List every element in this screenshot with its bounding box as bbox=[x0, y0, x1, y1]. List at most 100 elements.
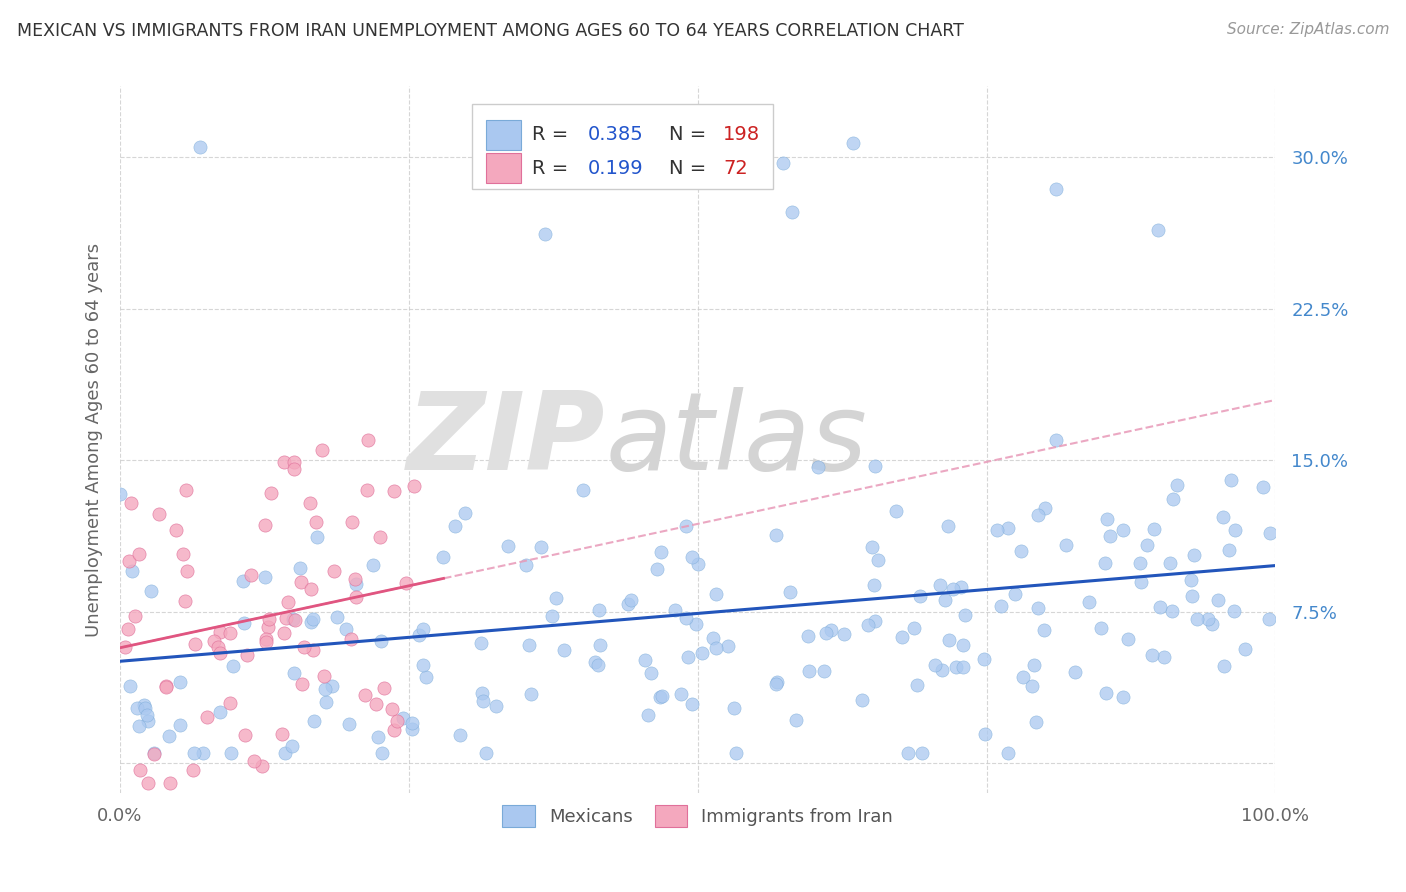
Point bbox=[645, 562, 668, 576]
Point bbox=[515, 558, 537, 572]
Point bbox=[675, 611, 697, 625]
Point bbox=[335, 623, 357, 637]
Point bbox=[344, 577, 367, 591]
Point bbox=[1146, 223, 1168, 237]
Point bbox=[395, 575, 418, 590]
Point bbox=[432, 550, 454, 565]
Point bbox=[686, 557, 709, 571]
Point bbox=[169, 718, 191, 732]
Point bbox=[392, 711, 415, 725]
Point bbox=[583, 655, 606, 669]
Point bbox=[1112, 690, 1135, 705]
Point bbox=[142, 747, 165, 761]
FancyBboxPatch shape bbox=[486, 120, 522, 150]
Point bbox=[298, 496, 321, 510]
Point bbox=[155, 680, 177, 694]
Point bbox=[651, 689, 673, 703]
Point bbox=[257, 611, 280, 625]
Point bbox=[1129, 575, 1152, 590]
Point bbox=[1112, 523, 1135, 537]
Point bbox=[299, 615, 322, 629]
Point bbox=[903, 621, 925, 635]
Point bbox=[402, 479, 425, 493]
Point bbox=[136, 776, 159, 790]
Point bbox=[1012, 670, 1035, 684]
Point bbox=[274, 746, 297, 760]
Point bbox=[807, 460, 830, 475]
Point bbox=[127, 701, 149, 715]
Point bbox=[945, 660, 967, 674]
Point bbox=[717, 640, 740, 654]
Point bbox=[108, 487, 131, 501]
Point bbox=[366, 698, 388, 712]
Point bbox=[772, 156, 794, 170]
Point bbox=[520, 687, 543, 701]
Point bbox=[184, 637, 207, 651]
Point bbox=[572, 483, 595, 498]
Text: 72: 72 bbox=[723, 159, 748, 178]
Text: 198: 198 bbox=[723, 125, 761, 144]
Text: 0.199: 0.199 bbox=[588, 159, 644, 178]
Point bbox=[243, 754, 266, 768]
Point bbox=[485, 698, 508, 713]
Point bbox=[165, 524, 187, 538]
Point bbox=[779, 584, 801, 599]
Point bbox=[120, 496, 142, 510]
Point bbox=[454, 506, 477, 520]
Point bbox=[290, 574, 312, 589]
Point bbox=[725, 746, 748, 760]
Point bbox=[254, 632, 277, 646]
Point bbox=[343, 572, 366, 586]
Point bbox=[307, 530, 329, 544]
Point bbox=[148, 508, 170, 522]
Point bbox=[136, 707, 159, 722]
FancyBboxPatch shape bbox=[472, 104, 773, 189]
Point bbox=[270, 727, 292, 741]
Point bbox=[354, 689, 377, 703]
Point bbox=[704, 587, 727, 601]
Point bbox=[905, 678, 928, 692]
Point bbox=[174, 483, 197, 498]
Point bbox=[155, 679, 177, 693]
Point bbox=[232, 574, 254, 589]
Point bbox=[1026, 508, 1049, 522]
Point bbox=[290, 560, 312, 574]
Point bbox=[797, 664, 820, 678]
Point bbox=[952, 638, 974, 652]
Point bbox=[321, 680, 343, 694]
Point bbox=[934, 593, 956, 607]
Point bbox=[1090, 621, 1112, 635]
Point bbox=[121, 564, 143, 578]
Point bbox=[897, 746, 920, 760]
Point bbox=[640, 665, 662, 680]
Point bbox=[181, 764, 204, 778]
Point bbox=[207, 640, 229, 654]
Point bbox=[851, 693, 873, 707]
Point bbox=[856, 617, 879, 632]
Point bbox=[314, 681, 336, 696]
Point bbox=[218, 697, 240, 711]
Point bbox=[1213, 658, 1236, 673]
Point bbox=[650, 545, 672, 559]
Point bbox=[412, 623, 434, 637]
Text: ZIP: ZIP bbox=[406, 387, 605, 493]
Point bbox=[1022, 657, 1045, 672]
Point bbox=[884, 504, 907, 518]
Point bbox=[820, 623, 842, 637]
Point bbox=[664, 603, 686, 617]
Point bbox=[814, 626, 837, 640]
Point bbox=[1219, 473, 1241, 487]
Point bbox=[533, 227, 555, 242]
Point bbox=[1116, 632, 1139, 646]
Point bbox=[589, 638, 612, 652]
Point bbox=[1149, 600, 1171, 615]
Point bbox=[382, 484, 405, 499]
Point bbox=[128, 547, 150, 561]
Point bbox=[250, 758, 273, 772]
Point bbox=[138, 714, 160, 729]
Point bbox=[1206, 592, 1229, 607]
Point bbox=[1095, 686, 1118, 700]
Point bbox=[322, 565, 344, 579]
Point bbox=[1197, 612, 1219, 626]
Point bbox=[924, 658, 946, 673]
